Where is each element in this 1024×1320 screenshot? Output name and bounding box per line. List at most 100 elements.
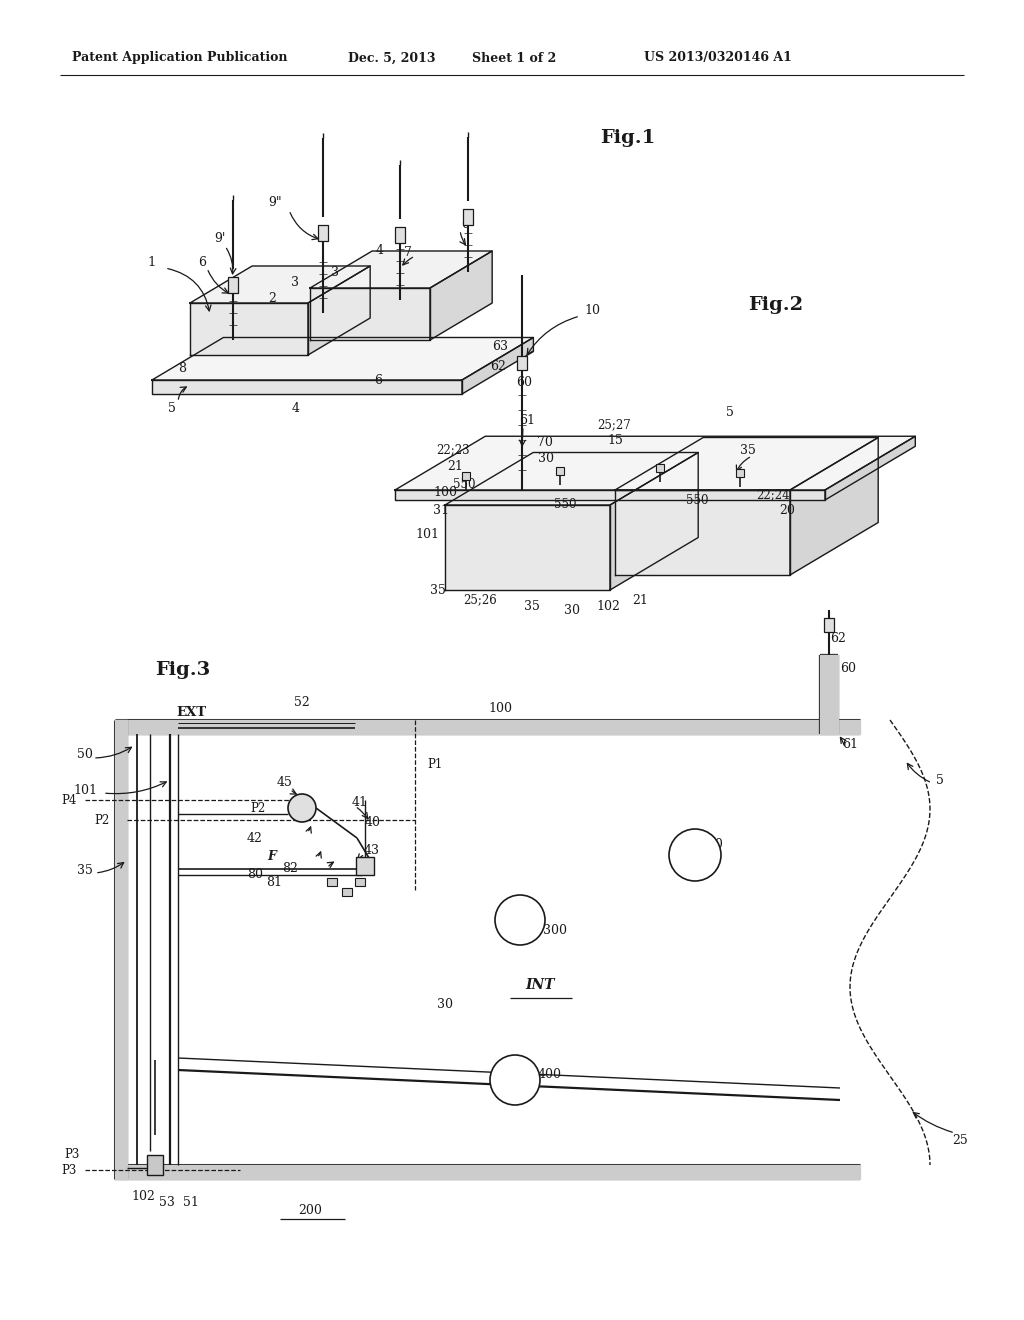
Text: 3: 3 — [331, 265, 339, 279]
Text: Fig.3: Fig.3 — [155, 661, 210, 678]
Polygon shape — [445, 453, 698, 506]
Text: 4: 4 — [292, 401, 300, 414]
Polygon shape — [430, 251, 493, 341]
Text: 6: 6 — [374, 374, 382, 387]
Polygon shape — [445, 506, 610, 590]
Text: 60: 60 — [516, 375, 532, 388]
Text: US 2013/0320146 A1: US 2013/0320146 A1 — [644, 51, 792, 65]
Text: 100: 100 — [433, 487, 457, 499]
Polygon shape — [615, 490, 790, 576]
Text: Patent Application Publication: Patent Application Publication — [72, 51, 288, 65]
Text: 80: 80 — [247, 869, 263, 882]
Polygon shape — [615, 437, 879, 490]
Text: 82: 82 — [282, 862, 298, 874]
FancyBboxPatch shape — [395, 227, 406, 243]
Text: 70: 70 — [707, 838, 723, 851]
Text: 3: 3 — [291, 276, 299, 289]
Text: 35: 35 — [740, 444, 756, 457]
Text: Sheet 1 of 2: Sheet 1 of 2 — [472, 51, 556, 65]
FancyBboxPatch shape — [462, 473, 470, 480]
Text: 200: 200 — [298, 1204, 322, 1217]
Text: 102: 102 — [131, 1191, 155, 1204]
Text: EXT: EXT — [176, 705, 206, 718]
Polygon shape — [152, 338, 534, 380]
Polygon shape — [395, 436, 915, 490]
Polygon shape — [610, 453, 698, 590]
Text: 100: 100 — [488, 701, 512, 714]
Text: 70: 70 — [537, 437, 553, 450]
Circle shape — [490, 1055, 540, 1105]
Text: 35: 35 — [524, 599, 540, 612]
Text: P3: P3 — [61, 1163, 77, 1176]
Polygon shape — [308, 267, 370, 355]
Text: 2: 2 — [268, 292, 275, 305]
Text: 21: 21 — [447, 459, 463, 473]
FancyBboxPatch shape — [656, 465, 664, 473]
Text: P2: P2 — [95, 813, 110, 826]
FancyBboxPatch shape — [318, 224, 328, 242]
Text: 300: 300 — [543, 924, 567, 936]
Circle shape — [669, 829, 721, 880]
Text: 63: 63 — [492, 339, 508, 352]
FancyBboxPatch shape — [736, 469, 744, 477]
Text: 9": 9" — [268, 195, 282, 209]
Text: 62: 62 — [830, 631, 846, 644]
Polygon shape — [825, 436, 915, 500]
Text: 81: 81 — [266, 875, 282, 888]
Text: 15: 15 — [607, 434, 623, 447]
Text: 6: 6 — [461, 219, 469, 231]
Polygon shape — [190, 267, 370, 304]
Polygon shape — [790, 437, 879, 576]
Text: 20: 20 — [779, 503, 795, 516]
FancyBboxPatch shape — [517, 356, 527, 370]
Text: 22;23: 22;23 — [436, 444, 470, 457]
Text: 7: 7 — [404, 246, 412, 259]
Text: 52: 52 — [294, 696, 310, 709]
Text: 4: 4 — [376, 243, 384, 256]
Text: 62: 62 — [490, 359, 506, 372]
Text: 5: 5 — [726, 407, 734, 420]
Text: 30: 30 — [564, 603, 580, 616]
Text: P4: P4 — [61, 793, 77, 807]
FancyBboxPatch shape — [228, 277, 238, 293]
Text: 550: 550 — [453, 479, 475, 491]
FancyBboxPatch shape — [355, 878, 365, 886]
Text: 35: 35 — [77, 863, 93, 876]
Text: Fig.1: Fig.1 — [600, 129, 655, 147]
Circle shape — [495, 895, 545, 945]
Polygon shape — [115, 719, 860, 734]
Text: 400: 400 — [538, 1068, 562, 1081]
Text: 41: 41 — [352, 796, 368, 808]
Polygon shape — [820, 655, 838, 734]
Text: F: F — [267, 850, 276, 863]
Text: 53: 53 — [159, 1196, 175, 1209]
Text: 21: 21 — [632, 594, 648, 606]
Polygon shape — [310, 251, 493, 288]
Circle shape — [288, 795, 316, 822]
Text: 60: 60 — [840, 661, 856, 675]
FancyBboxPatch shape — [356, 857, 374, 875]
Text: 1: 1 — [147, 256, 157, 268]
FancyBboxPatch shape — [327, 878, 337, 886]
Polygon shape — [115, 1166, 860, 1179]
Text: 25: 25 — [952, 1134, 968, 1147]
Text: 550: 550 — [554, 499, 577, 511]
Text: 5: 5 — [936, 774, 944, 787]
Text: 43: 43 — [364, 843, 380, 857]
Text: 102: 102 — [596, 599, 620, 612]
Text: 30: 30 — [538, 453, 554, 466]
Text: 40: 40 — [365, 816, 381, 829]
Text: 61: 61 — [519, 413, 535, 426]
Text: 101: 101 — [73, 784, 97, 796]
Text: 101: 101 — [415, 528, 439, 541]
Polygon shape — [115, 719, 127, 1179]
Text: 5: 5 — [168, 401, 176, 414]
Text: 50: 50 — [77, 748, 93, 762]
Text: 8: 8 — [178, 362, 186, 375]
FancyBboxPatch shape — [147, 1155, 163, 1175]
Polygon shape — [395, 490, 825, 500]
Text: 31: 31 — [433, 503, 449, 516]
Text: 550: 550 — [686, 494, 709, 507]
Text: 42: 42 — [247, 832, 263, 845]
Text: 9': 9' — [214, 231, 225, 244]
